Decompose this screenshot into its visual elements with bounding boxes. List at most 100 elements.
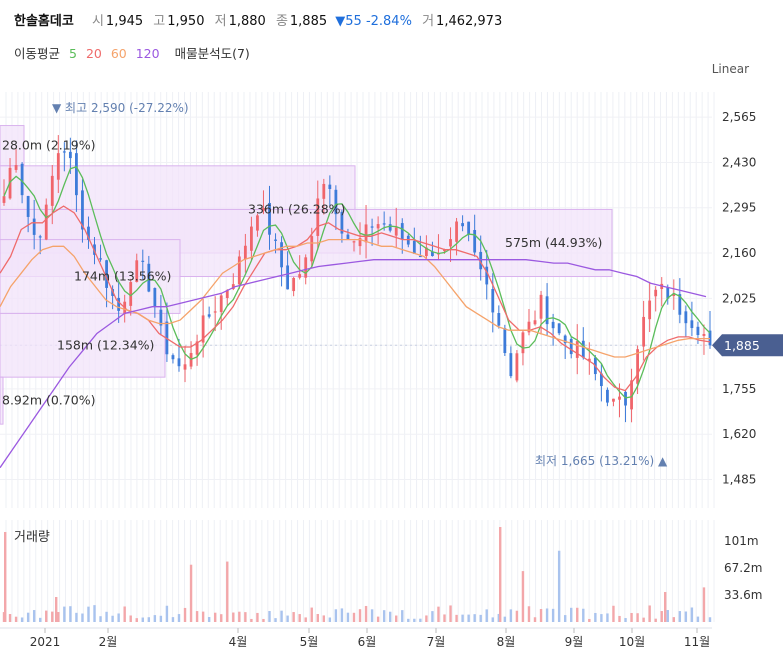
candle <box>527 321 531 333</box>
candle <box>473 230 477 253</box>
volume-bar <box>8 614 12 622</box>
candle <box>44 204 48 240</box>
candle <box>672 294 676 296</box>
ma120-legend[interactable]: 120 <box>135 46 160 61</box>
candle <box>455 221 458 242</box>
volume-bar <box>99 616 102 622</box>
volume-bar <box>485 609 488 622</box>
volume-bar <box>63 606 66 622</box>
volume-bar <box>376 616 380 622</box>
open-value: 1,945 <box>105 14 144 29</box>
candle <box>26 195 30 217</box>
close-label: 종 <box>275 14 288 29</box>
x-tick-label: 7월 <box>427 635 446 649</box>
ma5-legend[interactable]: 5 <box>69 46 77 61</box>
indicator-legend[interactable]: 이동평균 5 20 60 120 매물분석도(7) <box>14 43 255 62</box>
candle <box>298 274 302 278</box>
volume-bar <box>582 608 585 622</box>
volume-bar <box>177 614 181 622</box>
candle <box>304 257 308 278</box>
volume-profile-label: 575m (44.93%) <box>505 235 602 250</box>
x-tick-label: 2021 <box>30 635 61 649</box>
low-marker: 최저 1,665 (13.21%) ▲ <box>535 454 668 468</box>
candle <box>418 255 422 258</box>
candle <box>364 224 368 243</box>
volume-bar <box>600 614 603 622</box>
low-label: 저 <box>214 14 227 29</box>
volume-bar <box>370 609 374 622</box>
x-tick-label: 10월 <box>619 635 645 649</box>
volume-bar <box>576 607 579 622</box>
high-marker: ▼ 최고 2,590 (-27.22%) <box>52 101 189 115</box>
volume-bar <box>226 561 229 622</box>
candle <box>521 332 525 354</box>
volume-bar <box>642 617 645 622</box>
current-price-label: 1,885 <box>724 338 760 353</box>
candle <box>690 320 694 329</box>
x-tick-label: 9월 <box>565 635 584 649</box>
volume-bar <box>45 610 48 622</box>
candle <box>497 313 501 326</box>
volume-bar <box>527 606 531 622</box>
candle <box>346 234 350 240</box>
candle <box>630 380 633 410</box>
volume-bar <box>491 617 494 622</box>
candle <box>557 323 561 334</box>
volume-bar <box>413 618 416 622</box>
close-value: 1,885 <box>289 14 328 29</box>
ma20-legend[interactable]: 20 <box>85 46 102 61</box>
volume-bar <box>55 597 58 622</box>
volume-bar <box>81 613 84 622</box>
volume-bar <box>431 611 434 622</box>
candle <box>322 183 326 199</box>
high-value: 1,950 <box>167 14 205 29</box>
volume-bar <box>262 618 265 622</box>
candle <box>461 223 464 227</box>
volume-bar <box>648 605 651 622</box>
volume-tick-label: 101m <box>724 534 759 548</box>
volume-bar <box>425 615 428 622</box>
volume-bar <box>437 606 440 622</box>
volume-bar <box>618 615 621 622</box>
candle <box>147 263 151 292</box>
volume-bar <box>165 605 169 622</box>
volume-bar <box>220 614 223 622</box>
candle <box>563 335 567 344</box>
volume-profile-label: 28.0m (2.19%) <box>2 138 95 153</box>
volume-bar <box>388 611 392 622</box>
candle <box>648 300 652 320</box>
volume-bar <box>636 613 639 622</box>
candle <box>376 224 380 229</box>
volume-bar <box>455 614 458 622</box>
candle <box>250 226 253 251</box>
candle <box>231 284 235 290</box>
volume-tick-label: 33.6m <box>724 588 762 602</box>
volume-label: 거 <box>422 14 435 29</box>
volume-bar <box>708 617 712 622</box>
volume-bar <box>256 612 259 622</box>
volume-bar <box>395 615 398 622</box>
volume-bar <box>207 617 211 622</box>
candle <box>310 236 314 262</box>
candle <box>569 338 573 355</box>
candle <box>292 277 296 292</box>
volume-bar <box>232 612 235 622</box>
volume-bar <box>449 605 452 622</box>
candle <box>87 226 90 240</box>
current-price-tag <box>712 334 783 357</box>
candle <box>20 163 24 196</box>
volume-bar <box>358 609 362 622</box>
volume-bar <box>39 617 42 622</box>
candle <box>431 251 434 257</box>
candle <box>201 315 205 343</box>
candle <box>587 358 591 362</box>
scale-toggle[interactable]: Linear <box>711 62 749 76</box>
volume-profile-legend[interactable]: 매물분석도(7) <box>174 46 250 61</box>
candle <box>38 236 42 238</box>
ma60-legend[interactable]: 60 <box>110 46 127 61</box>
volume-bar <box>467 614 470 622</box>
volume-bar <box>702 587 706 622</box>
candle <box>243 245 247 260</box>
volume-bar <box>654 618 657 622</box>
